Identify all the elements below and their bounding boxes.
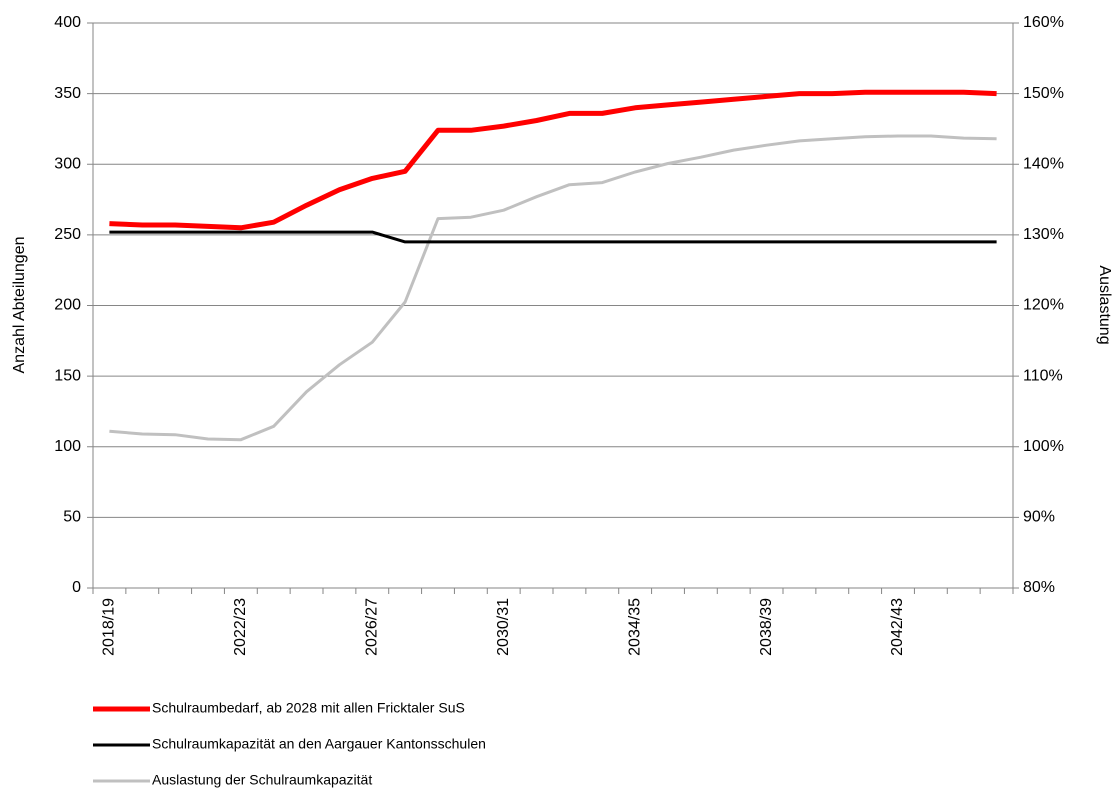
y-tick-label: 150 — [54, 367, 81, 384]
y2-tick-label: 80% — [1023, 579, 1055, 596]
y-tick-label: 400 — [54, 14, 81, 31]
series-line — [109, 89, 997, 231]
x-tick-label: 2022/23 — [232, 598, 249, 656]
y-tick-label: 100 — [54, 438, 81, 455]
y2-tick-label: 90% — [1023, 509, 1055, 526]
y2-tick-label: 100% — [1023, 438, 1064, 455]
y2-tick-label: 150% — [1023, 85, 1064, 102]
y2-axis-title: Auslastung — [1096, 265, 1113, 344]
y2-tick-label: 140% — [1023, 155, 1064, 172]
y-tick-label: 250 — [54, 226, 81, 243]
y2-tick-label: 160% — [1023, 14, 1064, 31]
y2-tick-label: 110% — [1023, 367, 1063, 384]
y-tick-label: 50 — [63, 509, 81, 526]
y-tick-label: 300 — [54, 155, 81, 172]
series-line — [109, 134, 997, 442]
x-tick-label: 2038/39 — [758, 598, 775, 656]
y-axis-title: Anzahl Abteilungen — [11, 237, 28, 374]
series-line — [109, 230, 997, 244]
y-tick-label: 350 — [54, 85, 81, 102]
x-tick-label: 2026/27 — [364, 598, 381, 656]
y2-tick-label: 130% — [1023, 226, 1064, 243]
legend-label: Schulraumbedarf, ab 2028 mit allen Frick… — [152, 700, 465, 716]
y-tick-label: 200 — [54, 297, 81, 314]
legend-label: Schulraumkapazität an den Aargauer Kanto… — [152, 736, 486, 752]
x-tick-label: 2034/35 — [626, 598, 643, 656]
x-tick-label: 2042/43 — [889, 598, 906, 656]
y2-tick-label: 120% — [1023, 297, 1064, 314]
x-tick-label: 2018/19 — [101, 598, 118, 656]
x-tick-label: 2030/31 — [495, 598, 512, 656]
y-tick-label: 0 — [72, 579, 81, 596]
legend-label: Auslastung der Schulraumkapazität — [152, 772, 372, 788]
